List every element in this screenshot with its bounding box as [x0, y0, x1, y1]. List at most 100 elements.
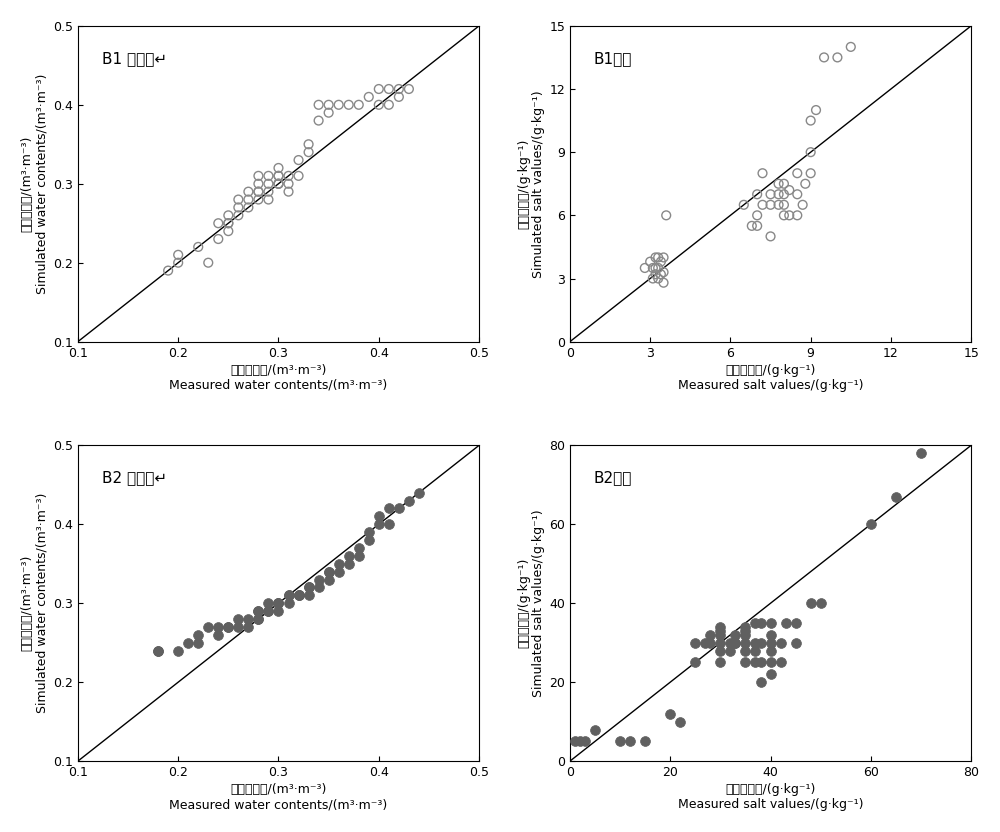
Point [773, 636, 789, 649]
Point [789, 209, 805, 222]
Point [747, 656, 763, 669]
Point [150, 644, 166, 657]
Point [803, 597, 819, 610]
Point [776, 188, 792, 201]
Y-axis label: 模拟含水率/(m³·m⁻³)
Simulated water contents/(m³·m⁻³): 模拟含水率/(m³·m⁻³) Simulated water contents/… [21, 73, 49, 294]
Point [577, 735, 593, 748]
Point [650, 261, 666, 275]
Point [250, 177, 266, 191]
Point [331, 565, 347, 578]
Point [381, 82, 397, 96]
Point [381, 98, 397, 111]
Point [788, 617, 804, 630]
Point [321, 98, 337, 111]
Point [656, 276, 672, 290]
Point [755, 166, 771, 180]
Point [763, 656, 779, 669]
Point [381, 502, 397, 515]
X-axis label: 实测含水率/(m³·m⁻³)
Measured water contents/(m³·m⁻³): 实测含水率/(m³·m⁻³) Measured water contents/(… [169, 783, 388, 811]
Point [776, 209, 792, 222]
Point [763, 198, 779, 211]
Point [653, 268, 669, 281]
Point [381, 518, 397, 531]
Point [260, 185, 276, 198]
Point [291, 169, 307, 182]
Point [220, 216, 236, 230]
Point [260, 193, 276, 206]
Point [803, 166, 819, 180]
Point [687, 636, 703, 649]
Point [672, 715, 688, 728]
Point [341, 549, 357, 562]
Point [291, 153, 307, 166]
Point [712, 624, 728, 637]
Point [808, 103, 824, 116]
Point [220, 225, 236, 238]
Point [331, 557, 347, 571]
Text: B1盐分: B1盐分 [594, 51, 632, 66]
Point [170, 256, 186, 270]
X-axis label: 实测盐分值/(g·kg⁻¹)
Measured salt values/(g·kg⁻¹): 实测盐分值/(g·kg⁻¹) Measured salt values/(g·k… [678, 364, 863, 392]
Point [230, 193, 246, 206]
Y-axis label: 模拟盐分值/(g·kg⁻¹)
Simulated salt values/(g·kg⁻¹): 模拟盐分值/(g·kg⁻¹) Simulated salt values/(g·… [517, 509, 545, 697]
Point [281, 597, 297, 610]
Point [341, 98, 357, 111]
Point [210, 216, 226, 230]
Point [260, 605, 276, 618]
Point [260, 177, 276, 191]
Point [391, 90, 407, 103]
Point [270, 177, 286, 191]
Point [250, 193, 266, 206]
Point [190, 628, 206, 641]
Point [737, 644, 753, 657]
Point [391, 82, 407, 96]
Point [727, 636, 743, 649]
Point [776, 198, 792, 211]
Point [737, 636, 753, 649]
Point [843, 40, 859, 53]
Point [250, 605, 266, 618]
Point [351, 98, 367, 111]
Point [180, 636, 196, 649]
Point [270, 177, 286, 191]
Point [763, 628, 779, 641]
Point [250, 185, 266, 198]
Point [220, 620, 236, 633]
Point [749, 209, 765, 222]
Point [311, 114, 327, 127]
X-axis label: 实测盐分值/(g·kg⁻¹)
Measured salt values/(g·kg⁻¹): 实测盐分值/(g·kg⁻¹) Measured salt values/(g·k… [678, 783, 863, 811]
Point [645, 272, 661, 285]
Point [311, 98, 327, 111]
Point [697, 636, 713, 649]
Point [736, 198, 752, 211]
Y-axis label: 模拟盐分值/(g·kg⁻¹)
Simulated salt values/(g·kg⁻¹): 模拟盐分值/(g·kg⁻¹) Simulated salt values/(g·… [517, 90, 545, 278]
Point [744, 219, 760, 232]
X-axis label: 实测含水率/(m³·m⁻³)
Measured water contents/(m³·m⁻³): 实测含水率/(m³·m⁻³) Measured water contents/(… [169, 364, 388, 392]
Point [270, 605, 286, 618]
Point [803, 146, 819, 159]
Point [361, 533, 377, 547]
Point [712, 628, 728, 641]
Point [755, 198, 771, 211]
Point [648, 261, 664, 275]
Point [301, 137, 317, 151]
Point [190, 636, 206, 649]
Point [863, 518, 879, 531]
Point [281, 589, 297, 602]
Point [311, 573, 327, 587]
Point [612, 735, 628, 748]
Point [572, 735, 588, 748]
Point [788, 636, 804, 649]
Point [888, 490, 904, 503]
Point [321, 106, 337, 119]
Point [170, 644, 186, 657]
Point [361, 526, 377, 539]
Point [662, 707, 678, 721]
Point [712, 644, 728, 657]
Point [567, 735, 583, 748]
Point [753, 617, 769, 630]
Point [210, 620, 226, 633]
Point [351, 549, 367, 562]
Point [311, 581, 327, 594]
Point [411, 486, 427, 499]
